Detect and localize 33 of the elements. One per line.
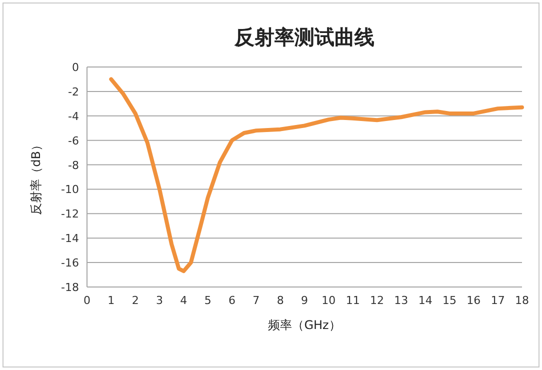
y-tick-label: -12 <box>61 208 79 221</box>
x-tick-label: 2 <box>132 294 139 307</box>
y-tick-label: -4 <box>68 110 79 123</box>
x-tick-label: 13 <box>394 294 408 307</box>
y-tick-label: -2 <box>68 85 79 98</box>
x-tick-label: 9 <box>301 294 308 307</box>
x-tick-label: 8 <box>276 294 284 307</box>
x-tick-label: 10 <box>322 294 336 307</box>
x-tick-label: 18 <box>515 294 529 307</box>
y-tick-label: 0 <box>72 61 79 74</box>
x-axis-title: 频率（GHz） <box>268 318 341 332</box>
x-tick-label: 6 <box>228 294 236 307</box>
chart-title: 反射率测试曲线 <box>234 25 374 49</box>
x-tick-label: 7 <box>252 294 260 307</box>
y-axis-title: 反射率（dB） <box>29 139 43 215</box>
y-tick-label: -8 <box>68 158 79 172</box>
x-tick-label: 4 <box>180 294 188 307</box>
x-tick-label: 17 <box>490 294 505 307</box>
y-tick-label: -14 <box>61 232 79 246</box>
x-tick-label: 1 <box>108 294 115 307</box>
y-tick-label: -18 <box>61 281 79 294</box>
x-tick-label: 5 <box>204 294 212 307</box>
x-tick-label: 14 <box>418 294 432 307</box>
x-tick-label: 3 <box>156 294 163 307</box>
x-tick-label: 15 <box>442 294 456 307</box>
line-series <box>109 77 524 274</box>
x-tick-label: 12 <box>370 294 384 307</box>
y-tick-label: -10 <box>61 183 79 196</box>
x-tick-label: 11 <box>346 294 360 307</box>
y-tick-label: -16 <box>61 256 79 270</box>
x-tick-label: 0 <box>84 294 90 307</box>
x-tick-label: 16 <box>466 294 481 307</box>
y-tick-label: -6 <box>68 134 79 148</box>
